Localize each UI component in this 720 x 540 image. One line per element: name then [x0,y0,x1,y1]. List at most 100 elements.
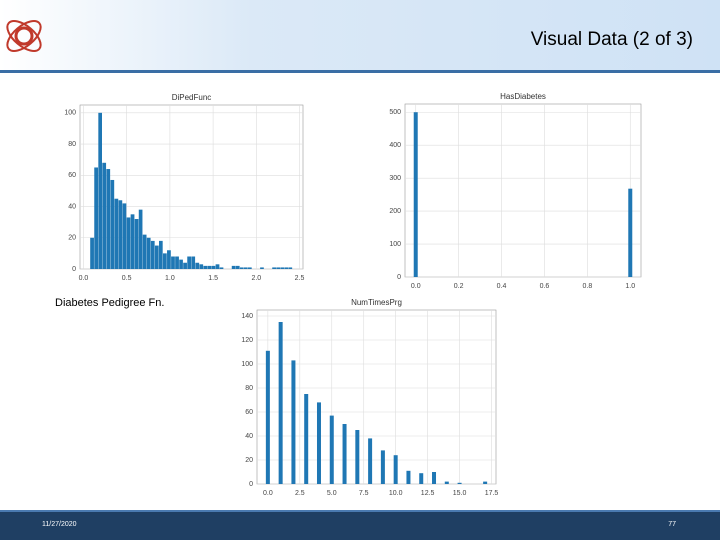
x-tick-label: 2.5 [295,275,305,282]
x-tick-label: 17.5 [485,490,499,497]
bar [110,179,115,269]
bar [265,350,270,484]
bar [94,167,99,269]
y-tick-label: 60 [245,409,253,416]
bar [146,237,151,269]
bar [138,209,143,269]
x-tick-label: 0.0 [79,275,89,282]
footer-band [0,512,720,540]
x-tick-label: 2.0 [251,275,261,282]
y-tick-label: 0 [249,481,253,488]
bar [457,482,462,484]
y-tick-label: 100 [64,110,76,117]
x-tick-label: 0.8 [582,283,592,290]
x-tick-label: 10.0 [389,490,403,497]
bar [329,415,334,484]
bar [134,219,139,269]
bar [342,424,347,484]
bar [106,169,111,269]
bar [118,200,123,269]
bar [444,481,449,484]
x-tick-label: 0.0 [263,490,273,497]
bar [276,267,281,269]
bar [628,188,633,277]
bar [150,240,155,269]
y-tick-label: 0 [397,274,401,281]
bar [247,267,252,269]
x-tick-label: 15.0 [453,490,467,497]
bar [278,322,283,484]
bar [483,481,488,484]
x-tick-label: 0.5 [122,275,132,282]
bar [355,430,360,484]
bar [171,256,175,269]
header-rule [0,70,720,73]
bar [219,267,224,269]
plot-area [404,103,642,278]
bar [90,237,94,269]
bar [199,264,204,269]
y-tick-label: 40 [68,203,76,210]
bar [304,394,309,484]
bar [260,267,264,269]
y-tick-label: 0 [72,266,76,273]
bar [154,245,159,269]
bar [211,265,216,269]
y-tick-label: 140 [241,313,253,320]
bar [235,265,240,269]
bar [419,473,424,484]
bar [393,455,398,484]
bar [126,217,131,269]
bar [215,264,220,269]
x-tick-label: 0.2 [454,283,464,290]
chart-title: HasDiabetes [500,92,546,101]
x-tick-label: 0.4 [497,283,507,290]
bar [413,112,418,277]
y-tick-label: 100 [241,361,253,368]
bar [175,256,179,269]
plot-area [256,309,497,485]
logo [6,20,42,52]
bar [207,265,212,269]
bar [272,267,276,269]
x-tick-label: 0.0 [411,283,421,290]
footer-date: 11/27/2020 [42,521,77,528]
x-tick-label: 1.5 [208,275,218,282]
x-tick-label: 0.6 [540,283,550,290]
bar [368,438,373,484]
y-tick-label: 400 [389,142,401,149]
y-tick-label: 80 [245,385,253,392]
bar [187,256,192,269]
y-tick-label: 80 [68,141,76,148]
bar [291,360,296,484]
x-tick-label: 12.5 [421,490,435,497]
bar [179,259,183,269]
bar [167,250,171,269]
y-tick-label: 100 [389,241,401,248]
footer-rule [0,510,720,512]
chart-title: DiPedFunc [172,93,212,102]
bar [280,267,285,269]
y-tick-label: 20 [245,457,253,464]
caption: Diabetes Pedigree Fn. [55,297,164,309]
bar [239,267,244,269]
bar [183,262,187,269]
bar [316,402,321,484]
bar [142,234,147,269]
y-tick-label: 500 [389,109,401,116]
x-tick-label: 7.5 [359,490,369,497]
x-tick-label: 1.0 [625,283,635,290]
header-band [0,0,720,72]
x-tick-label: 5.0 [327,490,337,497]
bar [191,256,196,269]
bar [380,450,385,484]
y-tick-label: 120 [241,337,253,344]
y-tick-label: 20 [68,235,76,242]
bar [231,265,236,269]
bar [203,265,208,269]
page-number: 77 [668,521,676,528]
bar [284,267,289,269]
y-tick-label: 40 [245,433,253,440]
